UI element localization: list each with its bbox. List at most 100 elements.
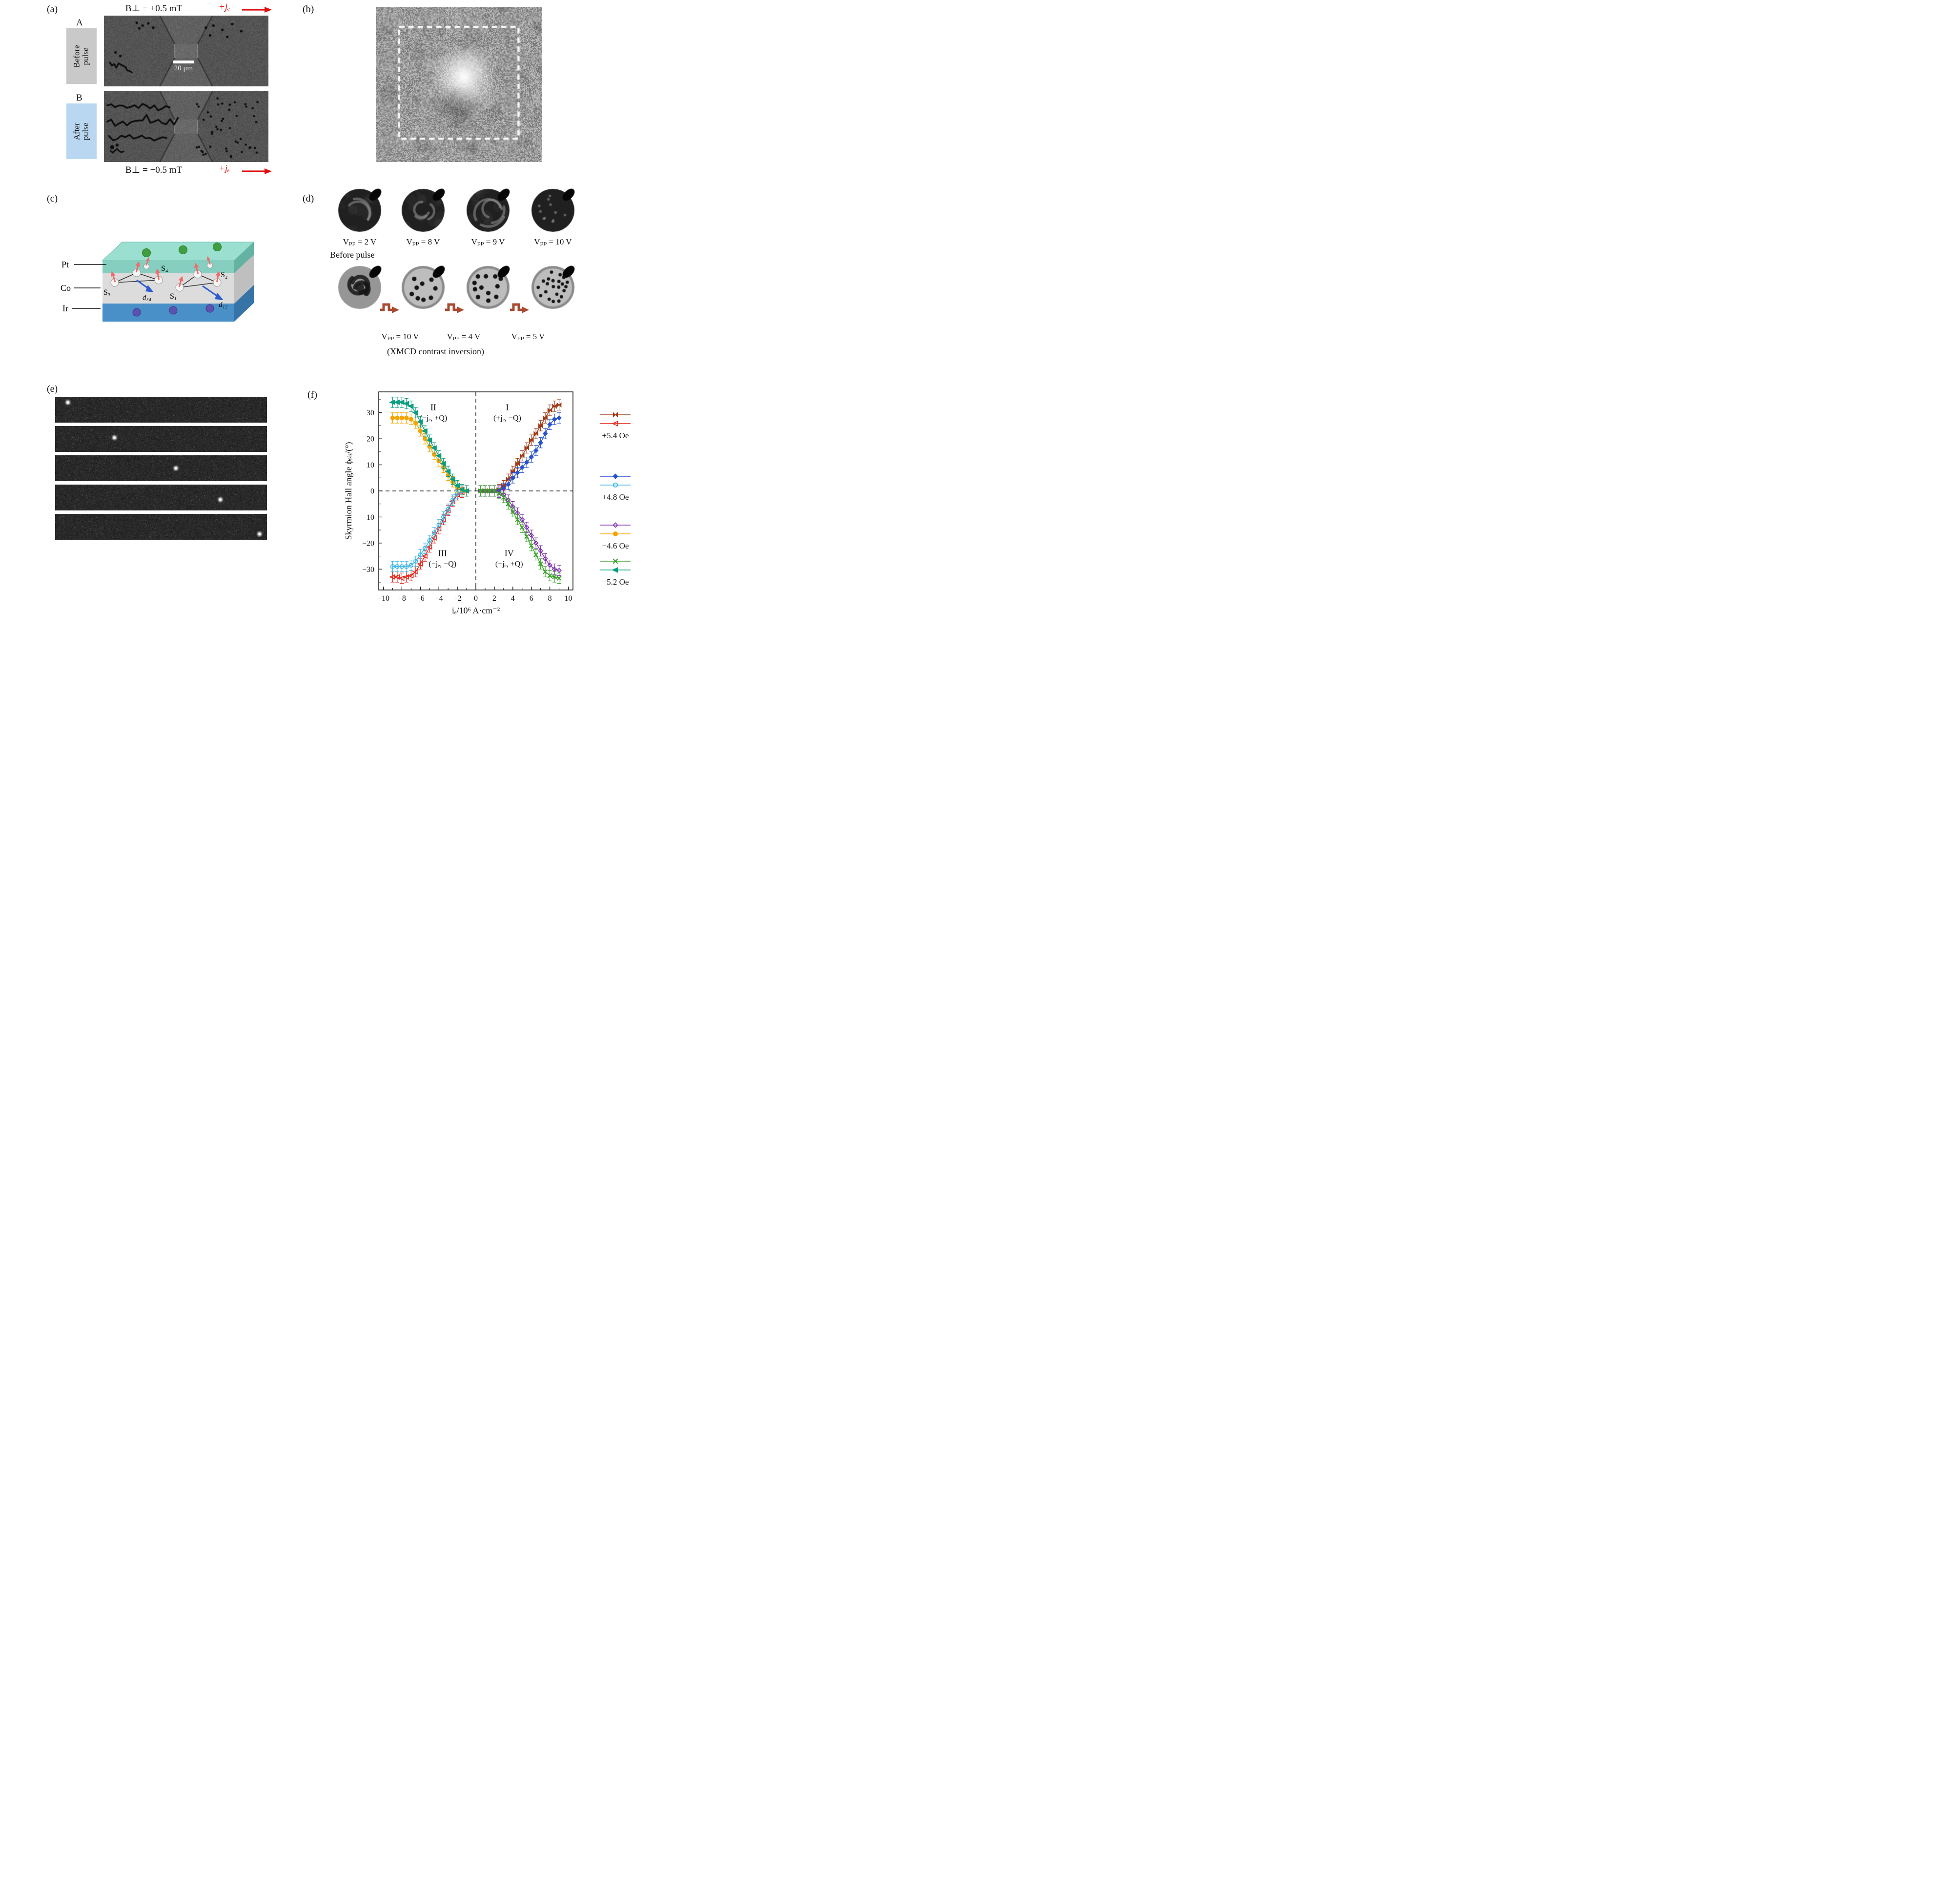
- svg-text:10: 10: [565, 594, 572, 603]
- svg-text:iₑ/10⁶ A·cm⁻²: iₑ/10⁶ A·cm⁻²: [452, 606, 500, 615]
- skyrmion-track-frame: [55, 455, 267, 481]
- skyrmion-track-frame: [55, 426, 267, 452]
- svg-text:2: 2: [492, 594, 496, 603]
- current-label-top: +jₑ: [219, 2, 230, 12]
- skyrmion-hall-chart: −10 −8 −6 −4 −2 0 2 4 6 8 10 −30 −20 −10 0 10 20 30 II (−jₑ…: [342, 387, 581, 623]
- series: [478, 485, 562, 584]
- pt-atom: [179, 245, 187, 254]
- panel-f-label: (f): [307, 389, 317, 400]
- svg-text:0: 0: [474, 594, 478, 603]
- legend-label: +5.4 Oe: [602, 431, 629, 440]
- disc-image: [465, 187, 511, 234]
- vpp-label: Vₚₚ = 5 V: [511, 332, 545, 341]
- disc-image: [336, 264, 383, 311]
- svg-text:I: I: [506, 402, 509, 412]
- svg-text:−30: −30: [362, 566, 374, 574]
- svg-text:30: 30: [367, 409, 374, 417]
- svg-text:IV: IV: [505, 549, 514, 558]
- svg-text:8: 8: [548, 594, 552, 603]
- svg-text:4: 4: [511, 594, 515, 603]
- disc-image: [530, 264, 576, 311]
- skyrmion-track-frame: [55, 397, 267, 423]
- xmcd-image: [376, 7, 542, 162]
- pt-side-face: [234, 242, 254, 273]
- spin-arrow-icon: [155, 268, 161, 280]
- pt-top-face: [102, 242, 255, 261]
- vpp-label: Vₚₚ = 10 V: [381, 332, 419, 341]
- legend-entry: +5.4 Oe: [589, 410, 642, 441]
- row-a-letter: A: [76, 18, 83, 28]
- scale-bar-label: 20 μm: [174, 64, 193, 72]
- d34-vector-head: [145, 285, 154, 292]
- panel-a-label: (a): [47, 4, 58, 15]
- disc-image: [400, 187, 447, 234]
- scale-bar: [173, 61, 194, 63]
- figure-page: (a) B⊥ = +0.5 mT +jₑ A Before pulse 20 μ…: [0, 0, 664, 634]
- svg-text:II: II: [430, 402, 436, 412]
- spin-arrow-icon: [178, 276, 184, 287]
- hall-angle-plot: −10 −8 −6 −4 −2 0 2 4 6 8 10−30−20−100102030II(−jₑ…: [344, 391, 573, 615]
- svg-text:−10: −10: [362, 513, 374, 522]
- skyrmion-track-frame: [55, 514, 267, 540]
- bond-triangle: [114, 272, 159, 283]
- vpp-label: Vₚₚ = 10 V: [534, 237, 572, 246]
- co-label: Co: [61, 283, 71, 293]
- vpp-label: Vₚₚ = 8 V: [406, 237, 440, 246]
- pt-label: Pt: [61, 260, 69, 269]
- co-front-face: [102, 273, 234, 304]
- panel-e-label: (e): [47, 384, 58, 394]
- legend-label: +4.8 Oe: [602, 492, 629, 502]
- before-pulse-text: Before pulse: [330, 250, 375, 260]
- pulse-icon: [380, 303, 399, 313]
- s1-label: S₁: [170, 292, 177, 301]
- svg-text:−4: −4: [435, 594, 443, 603]
- d12-label: d₁₂: [219, 301, 227, 309]
- svg-text:III: III: [438, 549, 447, 558]
- vpp-label: Vₚₚ = 9 V: [471, 237, 505, 246]
- legend-entry: −4.6 Oe: [589, 520, 642, 551]
- svg-text:(−jₑ, +Q): (−jₑ, +Q): [419, 414, 447, 422]
- xmcd-footnote: (XMCD contrast inversion): [387, 346, 484, 356]
- after-pulse-tag: After pulse: [66, 103, 97, 159]
- svg-text:−8: −8: [398, 594, 406, 603]
- current-label-bottom: +jₑ: [219, 163, 230, 174]
- current-arrow-icon: [242, 168, 272, 174]
- pt-atom: [213, 243, 222, 251]
- spin-arrow-icon: [206, 256, 211, 265]
- ir-side-face: [234, 285, 254, 322]
- ir-front-face: [102, 304, 234, 322]
- co-atoms: [110, 263, 222, 292]
- s4-label: S₄: [161, 264, 168, 273]
- legend-marker-icon: [600, 522, 631, 537]
- legend-marker-icon: [600, 473, 631, 488]
- legend-label: −5.2 Oe: [602, 577, 629, 587]
- svg-text:20: 20: [367, 435, 374, 444]
- pt-atom: [142, 248, 151, 257]
- vpp-label: Vₚₚ = 4 V: [447, 332, 481, 341]
- spin-arrows: [111, 256, 221, 287]
- svg-text:−20: −20: [362, 539, 374, 548]
- before-pulse-tag-text: Before pulse: [72, 44, 90, 68]
- svg-text:−10: −10: [377, 594, 389, 603]
- ir-atom: [169, 306, 178, 315]
- field-label-bottom: B⊥ = −0.5 mT: [125, 165, 183, 175]
- disc-image: [400, 264, 447, 311]
- row-b-letter: B: [76, 93, 82, 103]
- disc-image: [465, 264, 511, 311]
- s3-label: S₃: [103, 288, 110, 297]
- bond-triangle: [179, 274, 219, 288]
- pulse-icon: [445, 303, 464, 313]
- svg-text:10: 10: [367, 461, 374, 469]
- legend-marker-icon: [600, 412, 631, 427]
- svg-text:0: 0: [370, 488, 374, 496]
- before-pulse-tag: Before pulse: [66, 28, 97, 84]
- micrograph-after-pulse: [104, 91, 268, 162]
- panel-c-label: (c): [47, 193, 58, 204]
- spin-arrow-icon: [215, 271, 221, 283]
- spin-arrow-icon: [135, 261, 141, 273]
- svg-text:6: 6: [530, 594, 533, 603]
- spin-arrow-icon: [194, 263, 199, 274]
- vpp-label: Vₚₚ = 2 V: [343, 237, 377, 246]
- panel-b-label: (b): [303, 4, 314, 15]
- multilayer-schematic: Pt Co Ir S₃ S₄ S₁ S₂ d₃₄ d₁₂: [61, 242, 255, 322]
